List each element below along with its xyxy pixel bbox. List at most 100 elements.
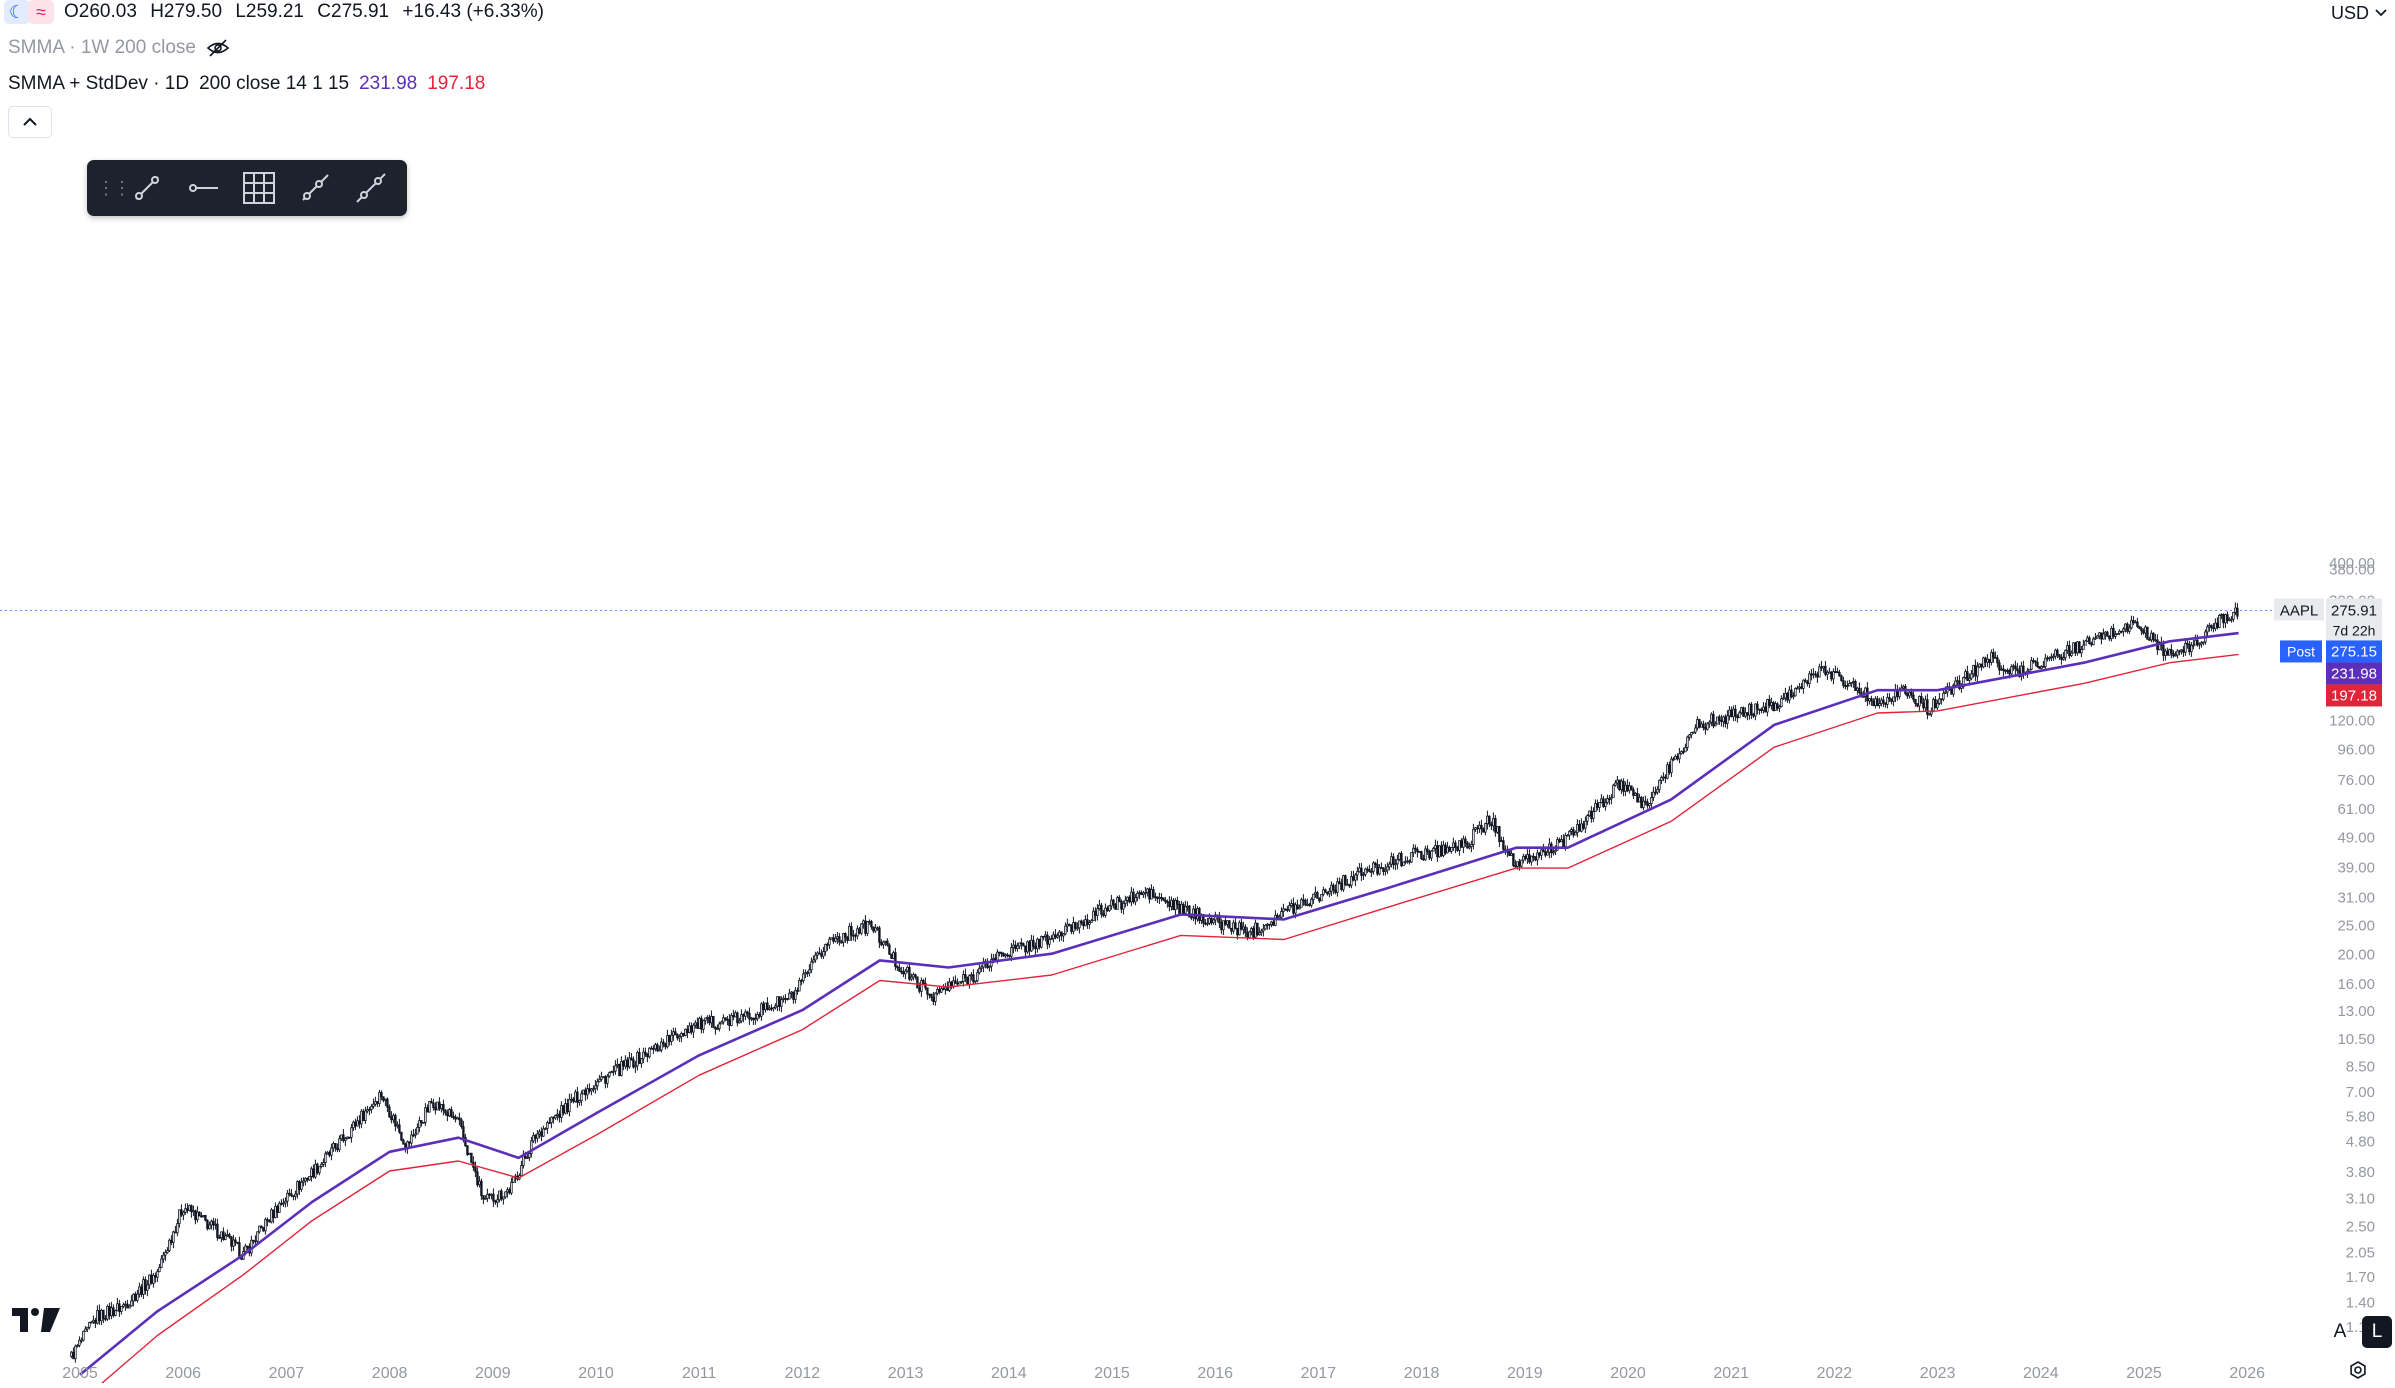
candle-body [2152, 632, 2155, 641]
low-value: L259.21 [235, 1, 304, 22]
grid-tool[interactable] [231, 160, 287, 216]
candle-body [1364, 868, 1367, 875]
candle-body [2212, 627, 2215, 630]
candle-body [1084, 919, 1087, 927]
candle-body [496, 1199, 499, 1203]
candle-body [458, 1117, 461, 1121]
candle-body [456, 1117, 459, 1120]
auto-scale-button[interactable]: A [2333, 1321, 2347, 1342]
candle-body [356, 1120, 359, 1127]
candle-body [886, 940, 889, 946]
horizontal-ray-tool[interactable] [175, 160, 231, 216]
candle-body [372, 1103, 375, 1107]
candle-body [1432, 848, 1435, 852]
hidden-eye-icon[interactable] [206, 38, 230, 58]
lower-band-badge [2326, 684, 2382, 707]
candle-body [702, 1020, 705, 1030]
candle-body [652, 1048, 655, 1050]
candle-body [1758, 708, 1761, 711]
candle-body [1168, 901, 1171, 908]
candle-body [1864, 687, 1867, 697]
candle-body [274, 1206, 277, 1218]
post-price-badge [2326, 640, 2382, 663]
candle-body [1564, 834, 1567, 847]
candle-body [1746, 712, 1749, 716]
candle-body [1718, 716, 1721, 721]
candle-body [1404, 860, 1407, 863]
candle-body [926, 987, 929, 995]
tradingview-logo[interactable] [12, 1306, 64, 1334]
candle-body [486, 1193, 489, 1199]
candle-body [2166, 650, 2169, 656]
candle-body [1862, 696, 1865, 698]
indicator2-row[interactable]: SMMA + StdDev · 1D 200 close 14 1 15 231… [8, 70, 485, 98]
settings-icon[interactable] [2348, 1360, 2368, 1380]
candle-body [1414, 847, 1417, 850]
extended-line-tool[interactable] [343, 160, 399, 216]
candle-body [1072, 922, 1075, 932]
candle-body [1518, 861, 1521, 867]
currency-selector[interactable]: USD [2331, 0, 2387, 26]
candle-body [230, 1236, 233, 1247]
candle-body [1766, 699, 1769, 713]
candle-body [902, 971, 905, 975]
candle-body [2186, 642, 2189, 645]
candle-body [2030, 660, 2033, 670]
candle-body [370, 1106, 373, 1110]
candle-body [1950, 688, 1953, 695]
candle-body [1492, 817, 1495, 827]
drawing-toolbar[interactable]: ⋮⋮ [87, 160, 407, 216]
wave-icon[interactable]: ≈ [28, 0, 54, 24]
candle-body [1044, 934, 1047, 937]
candle-body [1390, 856, 1393, 865]
candle-body [2058, 654, 2061, 658]
candle-body [108, 1305, 111, 1317]
candle-body [998, 951, 1001, 954]
candle-body [1440, 845, 1443, 856]
candle-body [1488, 815, 1491, 825]
candle-body [922, 980, 925, 984]
candle-body [400, 1131, 403, 1141]
candle-body [1158, 896, 1161, 899]
candle-body [1324, 889, 1327, 893]
candle-body [820, 953, 823, 957]
ray-tool[interactable] [287, 160, 343, 216]
candle-body [1768, 699, 1771, 706]
candle-body [760, 1003, 763, 1017]
candle-body [308, 1175, 311, 1181]
candle-body [1410, 852, 1413, 863]
candle-body [1464, 838, 1467, 844]
candle-body [320, 1163, 323, 1167]
candle-body [324, 1153, 327, 1163]
candle-body [100, 1309, 103, 1322]
candle-body [630, 1057, 633, 1061]
high-value: H279.50 [150, 1, 223, 22]
candle-body [396, 1124, 399, 1127]
collapse-legend-button[interactable] [8, 106, 52, 138]
candle-body [1300, 899, 1303, 908]
y-tick-label: 13.00 [2337, 1003, 2375, 1020]
candle-body [520, 1165, 523, 1176]
candle-body [1596, 803, 1599, 808]
candle-body [1012, 944, 1015, 948]
candle-body [1582, 823, 1585, 829]
y-tick-label: 76.00 [2337, 772, 2375, 789]
candle-body [310, 1168, 313, 1177]
drag-handle-icon[interactable]: ⋮⋮ [97, 177, 131, 198]
candle-body [1748, 703, 1751, 716]
candle-body [1228, 920, 1231, 929]
log-scale-button[interactable]: L [2362, 1316, 2392, 1348]
candle-body [678, 1036, 681, 1039]
candle-body [748, 1012, 751, 1020]
moon-icon[interactable]: ☾ [4, 0, 30, 24]
indicator1-row[interactable]: SMMA · 1W 200 close [8, 34, 230, 62]
candle-body [1148, 888, 1151, 900]
trend-line-tool[interactable] [119, 160, 175, 216]
candle-body [1800, 686, 1803, 689]
candle-body [1524, 855, 1527, 859]
candle-body [1450, 847, 1453, 852]
candle-body [684, 1028, 687, 1036]
candle-body [1930, 711, 1933, 715]
